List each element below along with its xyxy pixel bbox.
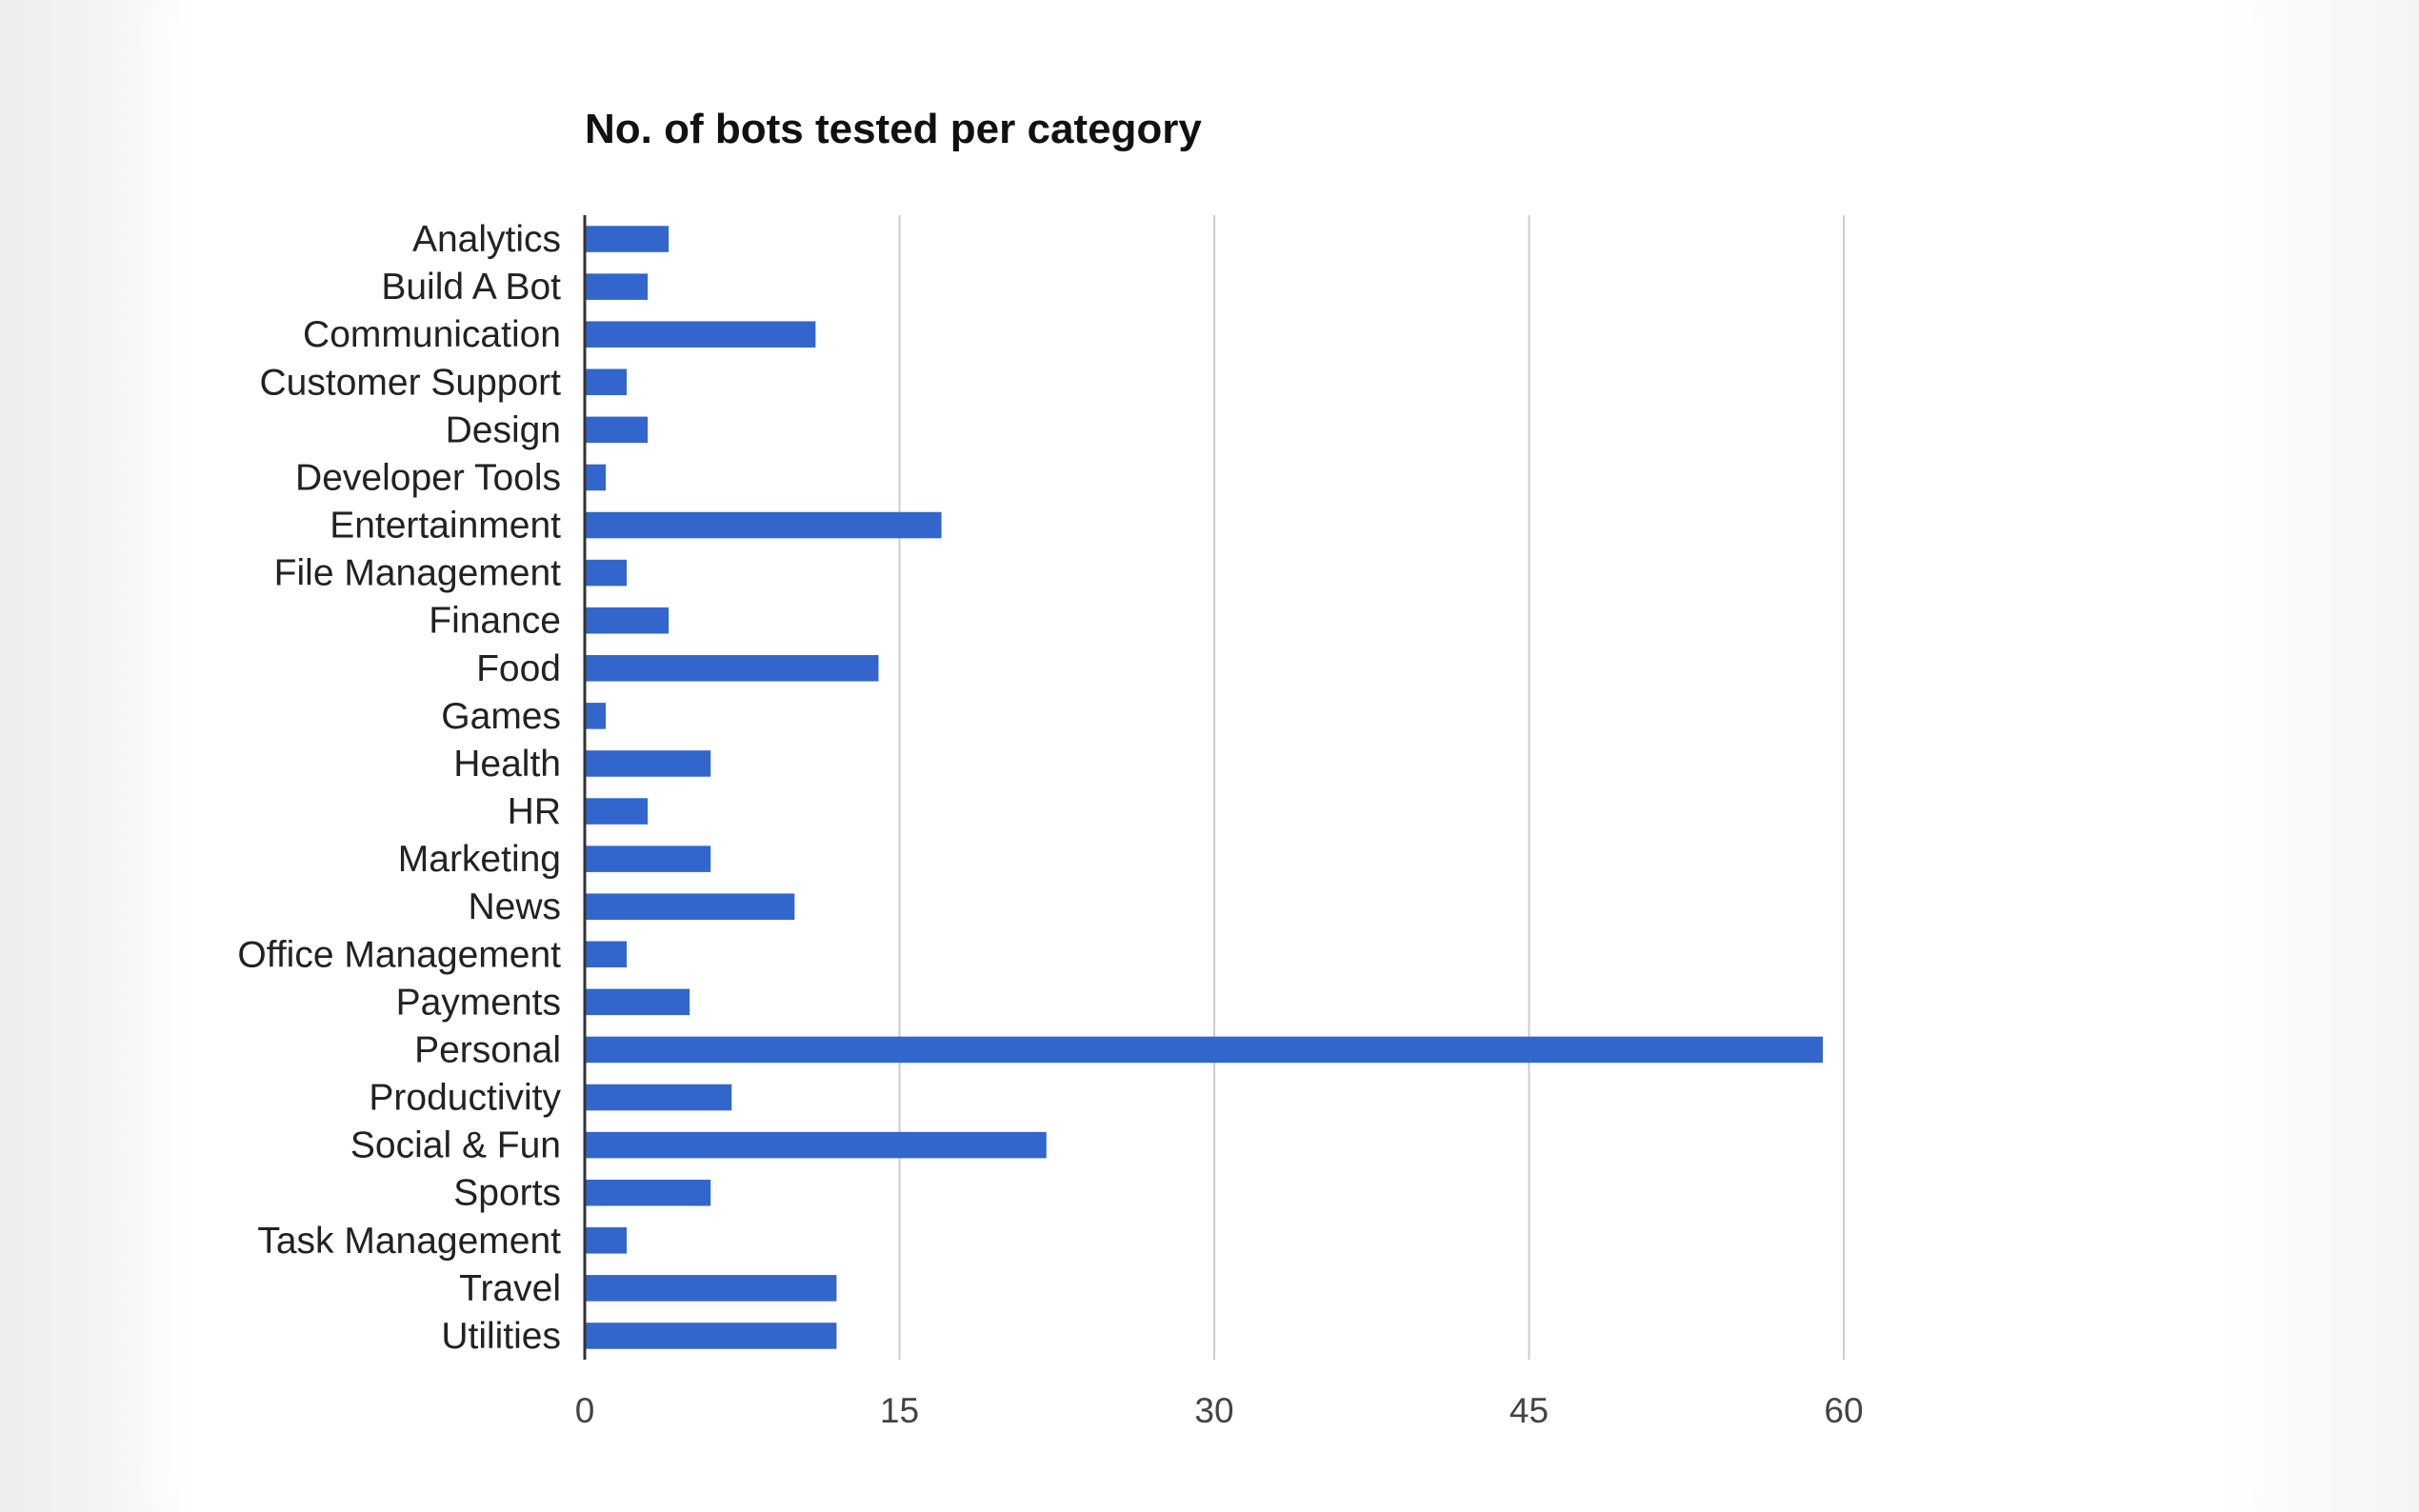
category-label-entertainment: Entertainment	[330, 506, 561, 547]
category-label-sports: Sports	[453, 1173, 561, 1214]
bar-task-management[interactable]	[585, 1227, 628, 1254]
bar-analytics[interactable]	[585, 226, 670, 252]
bar-hr[interactable]	[585, 798, 649, 825]
category-label-analytics: Analytics	[412, 219, 561, 260]
bar-sports[interactable]	[585, 1179, 711, 1206]
bars	[585, 226, 1823, 1349]
bar-marketing[interactable]	[585, 846, 711, 872]
gridlines	[898, 215, 1845, 1360]
bar-social-and-fun[interactable]	[585, 1131, 1047, 1159]
bar-file-management[interactable]	[585, 559, 628, 587]
x-tick-label-0: 0	[575, 1391, 595, 1430]
category-label-file-management: File Management	[274, 553, 561, 594]
category-label-social-and-fun: Social & Fun	[350, 1125, 561, 1166]
category-label-utilities: Utilities	[441, 1316, 561, 1357]
category-label-finance: Finance	[429, 601, 561, 642]
bar-build-a-bot[interactable]	[585, 273, 649, 300]
category-labels: Analytics Build A Bot Communication Custome…	[237, 219, 561, 1357]
bar-news[interactable]	[585, 893, 795, 920]
bar-health[interactable]	[585, 750, 711, 777]
bar-finance[interactable]	[585, 607, 670, 634]
category-label-health: Health	[453, 744, 561, 785]
category-label-hr: HR	[508, 791, 561, 832]
bar-communication[interactable]	[585, 321, 816, 348]
bar-developer-tools[interactable]	[585, 464, 607, 491]
category-label-customer-support: Customer Support	[260, 362, 562, 403]
bar-customer-support[interactable]	[585, 368, 628, 396]
category-label-food: Food	[476, 648, 561, 689]
category-label-travel: Travel	[459, 1268, 561, 1309]
x-tick-label-45: 45	[1509, 1391, 1549, 1430]
chart-card	[196, 0, 2215, 1512]
category-label-marketing: Marketing	[398, 839, 561, 880]
bar-travel[interactable]	[585, 1275, 837, 1302]
category-label-task-management: Task Management	[257, 1221, 561, 1262]
bar-personal[interactable]	[585, 1036, 1823, 1064]
category-label-productivity: Productivity	[369, 1078, 561, 1119]
x-tick-label-30: 30	[1194, 1391, 1233, 1430]
category-label-build-a-bot: Build A Bot	[381, 267, 561, 308]
bar-design[interactable]	[585, 416, 649, 444]
bar-productivity[interactable]	[585, 1084, 732, 1111]
category-label-games: Games	[441, 696, 561, 737]
x-tick-label-60: 60	[1824, 1391, 1863, 1430]
bar-food[interactable]	[585, 655, 879, 682]
category-label-news: News	[468, 886, 561, 927]
x-tick-labels: 0 15 30 45 60	[575, 1391, 1864, 1430]
bar-office-management[interactable]	[585, 941, 628, 968]
x-tick-label-15: 15	[880, 1391, 919, 1430]
category-label-design: Design	[446, 409, 561, 450]
category-label-developer-tools: Developer Tools	[295, 457, 561, 498]
bar-payments[interactable]	[585, 988, 690, 1016]
bar-utilities[interactable]	[585, 1323, 837, 1349]
category-label-communication: Communication	[303, 314, 561, 355]
bar-entertainment[interactable]	[585, 511, 942, 539]
category-label-payments: Payments	[396, 982, 561, 1023]
chart-title: No. of bots tested per category	[585, 106, 1202, 152]
bar-games[interactable]	[585, 703, 607, 729]
category-label-office-management: Office Management	[237, 934, 561, 975]
category-label-personal: Personal	[414, 1029, 561, 1070]
